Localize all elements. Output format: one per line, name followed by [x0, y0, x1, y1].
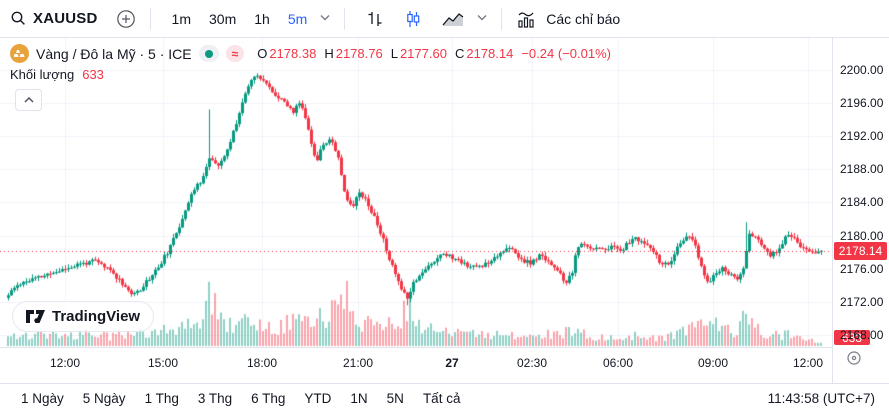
symbol-search[interactable]: XAUUSD — [10, 10, 98, 27]
price-axis-label: 2172.00 — [840, 294, 884, 309]
tradingview-watermark[interactable]: TradingView — [12, 301, 155, 332]
indicators-button[interactable]: Các chỉ báo — [516, 9, 620, 29]
chart-style-area-icon[interactable] — [435, 6, 471, 32]
timeframe-button-5m[interactable]: 5m — [281, 6, 314, 32]
chart-main-area: Vàng / Đô la Mỹ · 5 · ICE ≈ O 2178.38 H 217… — [0, 38, 889, 383]
timeframe-button-30m[interactable]: 30m — [202, 6, 243, 32]
volume-axis-badge: 633 — [834, 330, 870, 345]
price-axis-label: 2200.00 — [840, 62, 884, 77]
time-axis-label: 27 — [445, 356, 459, 370]
price-axis-label: 2192.00 — [840, 128, 884, 143]
ohlc-pair-O: O 2178.38 — [257, 46, 317, 61]
time-axis-label: 06:00 — [602, 356, 634, 370]
range-button-3-thg[interactable]: 3 Thg — [195, 389, 235, 408]
price-chart-canvas[interactable] — [0, 38, 832, 347]
auto-scale-icon[interactable] — [846, 350, 862, 371]
watermark-text: TradingView — [52, 308, 141, 325]
price-axis-label: 2168.00 — [840, 328, 884, 343]
timeframe-button-1h[interactable]: 1h — [247, 6, 277, 32]
time-axis-label: 12:00 — [49, 356, 81, 370]
volume-legend[interactable]: Khối lượng 633 — [10, 67, 104, 82]
time-axis-label: 18:00 — [246, 356, 278, 370]
price-axis[interactable]: 2178.14 633 2200.00 2196.00 2192.00 2188.00… — [832, 38, 889, 383]
market-open-dot-icon — [204, 49, 213, 58]
ohlc-pair-C: C 2178.14 — [454, 46, 514, 61]
range-button-5-ngày[interactable]: 5 Ngày — [80, 389, 129, 408]
last-price-badge: 2178.14 — [834, 242, 887, 260]
compare-add-icon[interactable] — [116, 9, 136, 29]
toolbar-separator — [501, 7, 503, 30]
range-button-1-ngày[interactable]: 1 Ngày — [18, 389, 67, 408]
time-axis-label: 15:00 — [147, 356, 179, 370]
timeframe-chevron-down-icon[interactable] — [320, 13, 330, 24]
chart-style-bars-icon[interactable] — [359, 6, 391, 32]
ohlc-values: O 2178.38 H 2178.76 L 2177.60 C 2178.14 −0.24 (−… — [257, 46, 611, 61]
symbol-name: XAUUSD — [33, 10, 98, 27]
chart-column: Vàng / Đô la Mỹ · 5 · ICE ≈ O 2178.38 H 217… — [0, 38, 832, 383]
tradingview-logo-icon — [26, 310, 45, 323]
time-axis-label: 09:00 — [697, 356, 729, 370]
price-axis-label: 2184.00 — [840, 195, 884, 210]
timeframe-button-1m[interactable]: 1m — [165, 6, 198, 32]
time-axis-label: 02:30 — [516, 356, 548, 370]
clock[interactable]: 11:43:58 (UTC+7) — [767, 391, 875, 406]
toolbar-separator — [149, 7, 151, 30]
price-axis-label: 2176.00 — [840, 261, 884, 276]
ohlc-pair-L: L 2177.60 — [390, 46, 447, 61]
symbol-legend[interactable]: Vàng / Đô la Mỹ · 5 · ICE ≈ O 2178.38 H 217… — [10, 44, 611, 63]
indicators-icon — [516, 9, 536, 29]
range-button-1-thg[interactable]: 1 Thg — [142, 389, 182, 408]
gold-symbol-icon — [10, 44, 29, 63]
timeframe-group: 1m 30m 1h 5m — [165, 6, 315, 32]
range-button-5n[interactable]: 5N — [384, 389, 407, 408]
range-button-6-thg[interactable]: 6 Thg — [248, 389, 288, 408]
legend-collapse-button[interactable] — [15, 89, 42, 111]
bottom-toolbar: 1 Ngày 5 Ngày 1 Thg 3 Thg 6 Thg YTD 1N 5N Tất cả… — [0, 383, 889, 413]
time-axis-label: 21:00 — [342, 356, 374, 370]
toolbar-separator — [344, 7, 346, 30]
time-axis-label: 12:00 — [792, 356, 824, 370]
search-icon — [10, 10, 27, 27]
range-button-ytd[interactable]: YTD — [301, 389, 334, 408]
range-button-tất-cả[interactable]: Tất cả — [420, 389, 464, 408]
price-axis-label: 2180.00 — [840, 228, 884, 243]
symbol-title: Vàng / Đô la Mỹ · 5 · ICE — [36, 45, 192, 62]
ohlc-pair-H: H 2178.76 — [324, 46, 383, 61]
change-value: −0.24 (−0.01%) — [521, 46, 611, 61]
market-status-badge[interactable] — [198, 45, 219, 62]
volume-value: 633 — [82, 67, 104, 82]
top-toolbar: XAUUSD 1m 30m 1h 5m Các chỉ báo — [0, 0, 889, 38]
volume-label: Khối lượng — [10, 67, 75, 82]
time-axis[interactable]: 12:00 15:00 18:00 21:00 27 02:30 06:00 09:00 12:… — [0, 347, 832, 383]
chart-style-chevron-down-icon[interactable] — [477, 13, 487, 24]
chart-pane: Vàng / Đô la Mỹ · 5 · ICE ≈ O 2178.38 H 217… — [0, 38, 832, 347]
price-axis-label: 2196.00 — [840, 95, 884, 110]
delayed-data-badge[interactable]: ≈ — [225, 45, 245, 62]
range-button-1n[interactable]: 1N — [347, 389, 370, 408]
chart-style-candles-icon[interactable] — [397, 6, 429, 32]
indicators-label: Các chỉ báo — [546, 10, 621, 27]
date-range-group: 1 Ngày 5 Ngày 1 Thg 3 Thg 6 Thg YTD 1N 5N Tất cả — [18, 389, 463, 408]
price-axis-label: 2188.00 — [840, 162, 884, 177]
